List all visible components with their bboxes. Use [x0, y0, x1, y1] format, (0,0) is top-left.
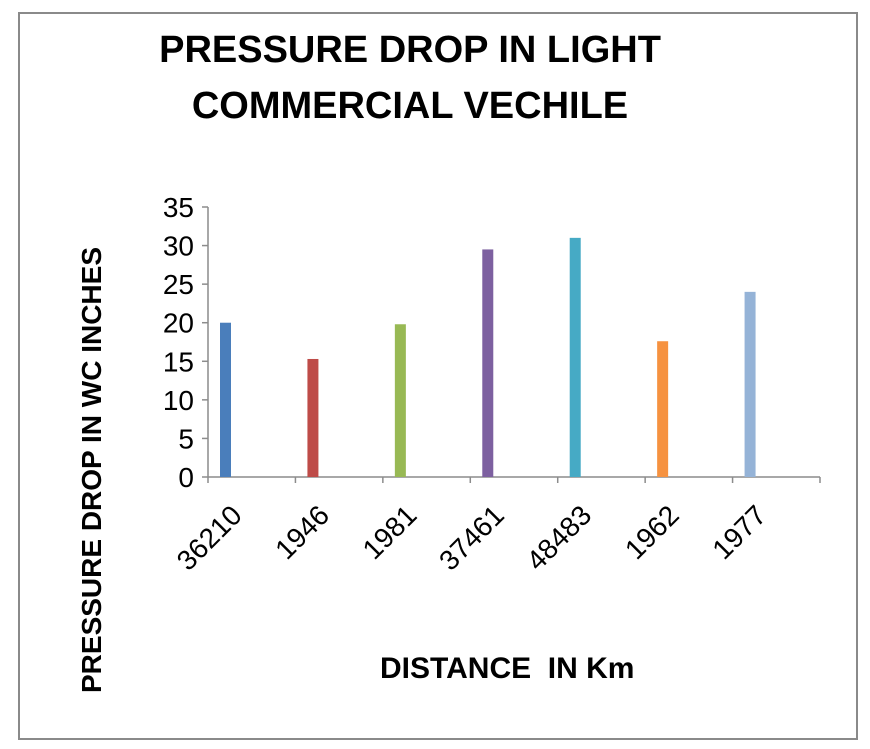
y-tick-label: 5	[178, 423, 194, 454]
y-tick-label: 25	[163, 269, 194, 300]
bar-36210	[220, 322, 231, 477]
bar-1946	[307, 358, 319, 477]
y-tick-label: 30	[163, 231, 194, 262]
x-tick-label: 1977	[706, 499, 772, 565]
x-tick-label: 37461	[433, 499, 510, 576]
x-tick-label: 36210	[171, 499, 248, 576]
bar-1977	[744, 291, 756, 477]
x-axis-label: DISTANCE IN Km	[380, 652, 635, 685]
x-tick-label: 1946	[269, 499, 335, 565]
chart-frame	[18, 12, 858, 740]
bar-1981	[394, 324, 406, 477]
y-ticks: 0 5 10 15 20 25 30 35	[163, 192, 208, 493]
y-tick-label: 35	[163, 192, 194, 223]
x-tick-label: 48483	[520, 499, 597, 576]
y-tick-label: 0	[178, 462, 194, 493]
axes	[207, 207, 821, 483]
y-tick-label: 10	[163, 385, 194, 416]
bar-1962	[657, 341, 669, 477]
bar-48483	[569, 237, 581, 477]
x-tick-label: 1962	[619, 499, 685, 565]
x-tick-label: 1981	[357, 499, 423, 565]
x-categories: 36210 1946 1981 37461 48483 1962 1977	[171, 499, 773, 576]
chart-title-line-1: PRESSURE DROP IN LIGHT	[159, 29, 661, 71]
y-tick-label: 15	[163, 346, 194, 377]
y-tick-label: 20	[163, 308, 194, 339]
chart-title-line-2: COMMERCIAL VECHILE	[191, 85, 629, 127]
bars	[220, 237, 756, 477]
bar-37461	[482, 249, 494, 477]
